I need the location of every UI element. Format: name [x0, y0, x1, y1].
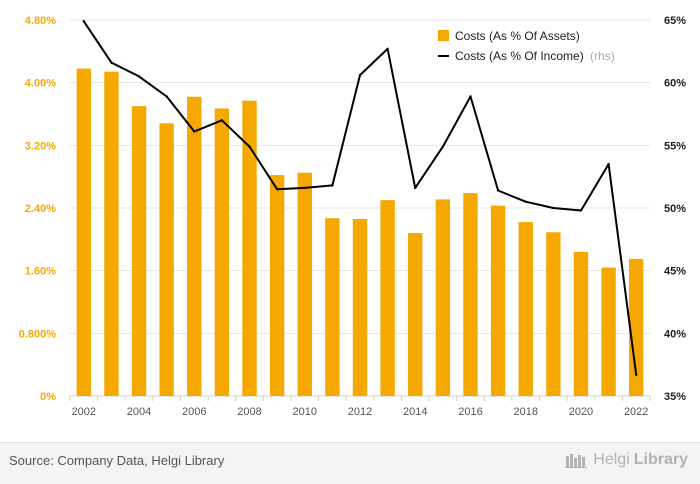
left-tick-label: 2.40%	[25, 203, 56, 215]
right-tick-label: 35%	[664, 391, 686, 403]
x-tick-label: 2022	[624, 406, 648, 418]
bar-2017	[490, 205, 506, 396]
chart-area: 0% 0.800% 1.60% 2.40% 3.20% 4.00% 4.80% 35% 40%…	[19, 15, 687, 418]
helgi-library-logo: Helgi Library	[565, 451, 688, 469]
x-tick-label: 2014	[403, 406, 427, 418]
point-2009	[275, 188, 279, 191]
left-tick-label: 3.20%	[25, 140, 56, 152]
point-2011	[331, 184, 334, 187]
bar-2021	[601, 267, 616, 396]
right-tick-label: 55%	[664, 140, 686, 152]
point-2020	[579, 209, 583, 212]
x-tick-label: 2016	[458, 406, 482, 418]
legend-bar-label: Costs (As % Of Assets)	[455, 29, 580, 43]
bar-2006	[187, 96, 202, 397]
bar-2009	[269, 175, 285, 396]
right-tick-label: 65%	[664, 15, 686, 27]
brand-name-light: Helgi	[593, 451, 630, 468]
bar-2012	[352, 218, 368, 396]
footer: Source: Company Data, Helgi Library Helg…	[0, 442, 700, 484]
bar-2003	[104, 71, 119, 396]
point-2003	[110, 61, 113, 64]
right-axis: 35% 40% 45% 50% 55% 60% 65%	[664, 15, 686, 403]
bar-2020	[573, 251, 589, 396]
point-2006	[193, 130, 196, 133]
point-2017	[496, 189, 500, 192]
point-2016	[469, 95, 472, 98]
left-tick-label: 0.800%	[19, 328, 57, 340]
legend: Costs (As % Of Assets) Costs (As % Of In…	[438, 29, 615, 63]
bar-2022	[629, 258, 644, 396]
x-tick-label: 2006	[182, 406, 206, 418]
right-tick-label: 50%	[664, 203, 686, 215]
left-axis: 0% 0.800% 1.60% 2.40% 3.20% 4.00% 4.80%	[19, 15, 57, 403]
bar-2004	[131, 106, 147, 397]
left-tick-label: 1.60%	[25, 266, 56, 278]
bar-2007	[214, 108, 230, 397]
point-2018	[524, 200, 527, 203]
bar-2010	[297, 172, 312, 396]
x-tick-label: 2012	[348, 406, 372, 418]
line-series	[82, 20, 638, 376]
x-tick-label: 2018	[513, 406, 537, 418]
right-tick-label: 40%	[664, 328, 686, 340]
x-tick-label: 2020	[569, 406, 593, 418]
x-tick-label: 2008	[237, 406, 261, 418]
legend-bar-swatch	[438, 30, 449, 41]
point-2022	[634, 373, 638, 376]
bar-2011	[325, 218, 340, 396]
point-2005	[165, 95, 168, 98]
bar-2019	[546, 232, 561, 396]
point-2004	[137, 75, 141, 78]
x-axis: 2002 2004 2006 2008 2010 2012 2014 2016 2018 2020…	[69, 396, 651, 418]
bar-2018	[518, 222, 533, 396]
right-tick-label: 45%	[664, 266, 686, 278]
point-2021	[607, 162, 610, 166]
bar-2016	[463, 193, 478, 396]
point-2007	[220, 119, 224, 122]
bar-2002	[76, 68, 91, 397]
legend-line-label-group: Costs (As % Of Income) (rhs)	[455, 49, 615, 63]
library-logo-icon	[565, 454, 588, 468]
point-2015	[441, 145, 445, 148]
bar-2013	[380, 200, 395, 396]
point-2013	[386, 47, 389, 51]
left-tick-label: 0%	[40, 391, 56, 403]
bar-series	[76, 68, 644, 397]
point-2012	[358, 73, 362, 77]
point-2019	[552, 206, 555, 210]
bar-2015	[435, 199, 451, 396]
point-2010	[303, 186, 306, 190]
brand-name-bold: Library	[633, 451, 688, 468]
left-tick-label: 4.80%	[25, 15, 56, 27]
point-2014	[414, 186, 417, 190]
point-2002	[82, 20, 86, 23]
x-tick-label: 2010	[293, 406, 317, 418]
point-2008	[248, 145, 251, 148]
right-tick-label: 60%	[664, 78, 686, 90]
x-tick-label: 2004	[127, 406, 151, 418]
bar-2005	[159, 123, 174, 397]
source-note: Source: Company Data, Helgi Library	[9, 453, 225, 468]
bar-2014	[408, 233, 423, 396]
legend-line-suffix: (rhs)	[590, 49, 615, 63]
x-tick-label: 2002	[72, 406, 96, 418]
bar-2008	[242, 100, 257, 396]
left-tick-label: 4.00%	[25, 78, 56, 90]
legend-line-label: Costs (As % Of Income)	[455, 49, 584, 63]
